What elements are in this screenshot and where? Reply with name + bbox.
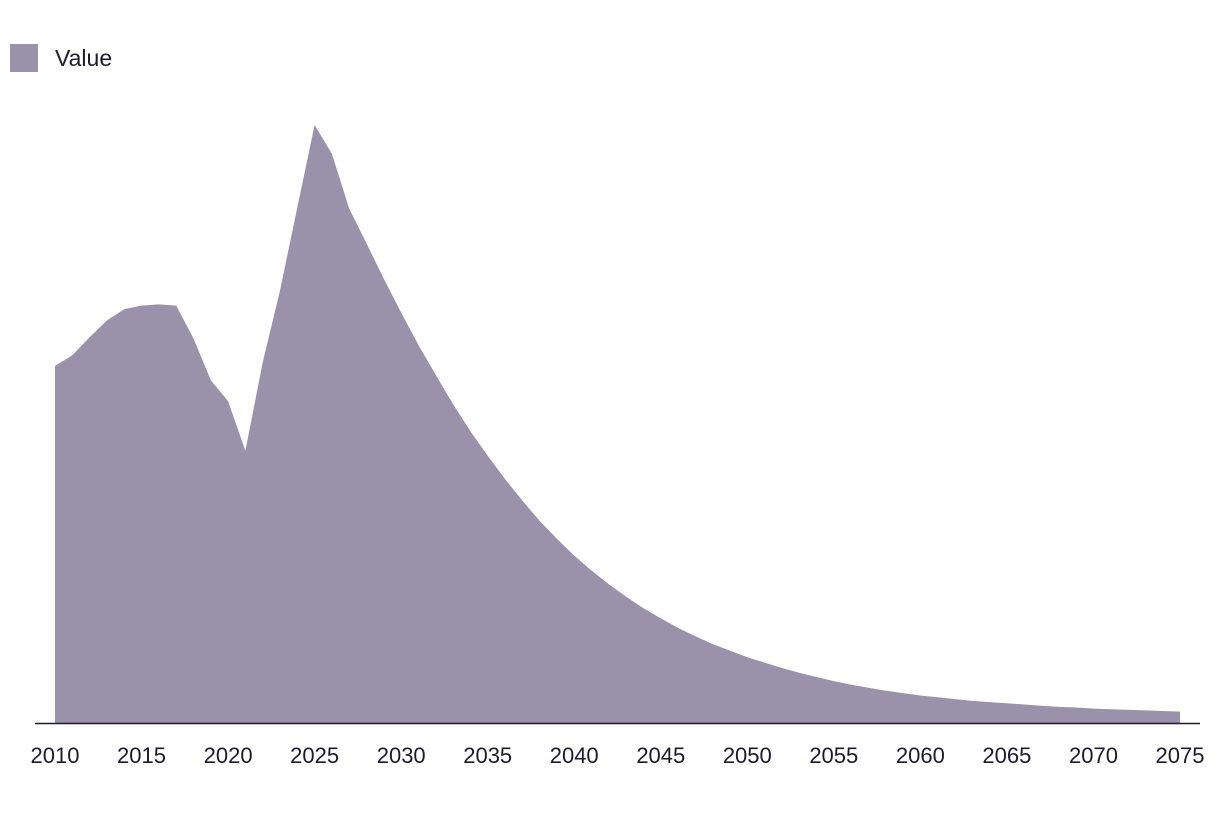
legend: Value [10, 44, 112, 72]
x-tick-label: 2065 [982, 743, 1031, 768]
x-tick-label: 2055 [809, 743, 858, 768]
x-tick-label: 2030 [377, 743, 426, 768]
x-tick-label: 2025 [290, 743, 339, 768]
x-tick-label: 2040 [550, 743, 599, 768]
x-tick-label: 2035 [463, 743, 512, 768]
area-series-0 [55, 125, 1180, 723]
x-tick-label: 2075 [1156, 743, 1205, 768]
watermark: GlobalData [494, 386, 727, 435]
legend-swatch [10, 44, 38, 72]
x-tick-label: 2050 [723, 743, 772, 768]
x-tick-label: 2010 [31, 743, 80, 768]
legend-label: Value [55, 45, 113, 71]
x-tick-label: 2015 [117, 743, 166, 768]
x-tick-label: 2045 [636, 743, 685, 768]
x-tick-label: 2060 [896, 743, 945, 768]
x-tick-label: 2070 [1069, 743, 1118, 768]
x-tick-label: 2020 [204, 743, 253, 768]
